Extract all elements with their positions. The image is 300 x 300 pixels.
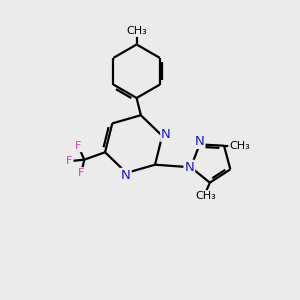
Text: N: N — [161, 128, 171, 141]
Text: N: N — [121, 169, 131, 182]
Text: F: F — [78, 168, 85, 178]
Text: N: N — [184, 161, 194, 174]
Text: F: F — [66, 156, 73, 166]
Text: N: N — [195, 135, 205, 148]
Text: CH₃: CH₃ — [126, 26, 147, 36]
Text: F: F — [75, 141, 82, 151]
Text: CH₃: CH₃ — [229, 141, 250, 151]
Text: CH₃: CH₃ — [195, 191, 216, 201]
